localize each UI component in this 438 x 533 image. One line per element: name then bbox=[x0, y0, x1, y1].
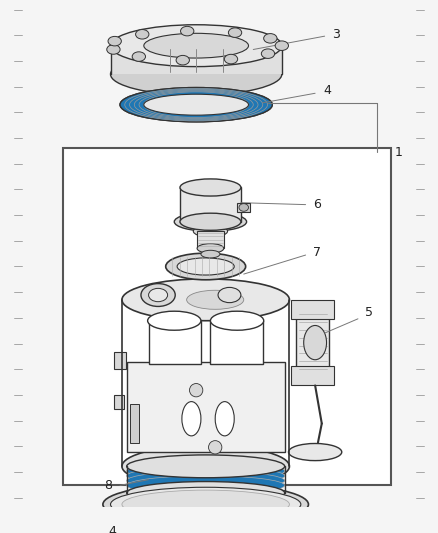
Ellipse shape bbox=[208, 441, 222, 454]
Ellipse shape bbox=[180, 26, 194, 36]
Ellipse shape bbox=[122, 279, 290, 321]
Ellipse shape bbox=[107, 45, 120, 54]
Ellipse shape bbox=[166, 253, 246, 280]
Ellipse shape bbox=[210, 311, 264, 330]
Bar bbox=[197, 231, 224, 248]
Ellipse shape bbox=[127, 457, 285, 476]
Ellipse shape bbox=[201, 251, 220, 258]
Ellipse shape bbox=[191, 518, 220, 533]
Ellipse shape bbox=[144, 94, 248, 115]
Bar bbox=[130, 405, 139, 442]
Bar bbox=[291, 300, 334, 319]
Ellipse shape bbox=[120, 87, 272, 122]
Ellipse shape bbox=[127, 481, 285, 504]
Text: 4: 4 bbox=[324, 84, 332, 97]
Ellipse shape bbox=[177, 258, 234, 275]
Ellipse shape bbox=[190, 384, 203, 397]
Bar bbox=[63, 148, 391, 486]
Ellipse shape bbox=[264, 34, 277, 43]
Ellipse shape bbox=[215, 401, 234, 436]
Bar bbox=[127, 362, 285, 452]
Ellipse shape bbox=[180, 179, 241, 196]
Ellipse shape bbox=[187, 290, 244, 309]
Text: 7: 7 bbox=[313, 246, 321, 259]
Ellipse shape bbox=[228, 28, 242, 37]
Ellipse shape bbox=[197, 244, 224, 253]
Ellipse shape bbox=[174, 212, 247, 231]
Ellipse shape bbox=[132, 52, 145, 61]
Bar bbox=[110, 46, 282, 74]
Ellipse shape bbox=[110, 487, 301, 521]
Ellipse shape bbox=[176, 55, 189, 65]
Ellipse shape bbox=[144, 33, 248, 58]
Ellipse shape bbox=[148, 288, 168, 302]
Bar bbox=[210, 321, 263, 364]
Ellipse shape bbox=[144, 92, 248, 118]
Ellipse shape bbox=[134, 90, 258, 119]
Ellipse shape bbox=[275, 41, 289, 51]
Ellipse shape bbox=[261, 49, 275, 59]
Text: 6: 6 bbox=[313, 198, 321, 211]
Ellipse shape bbox=[108, 36, 121, 46]
Ellipse shape bbox=[148, 311, 201, 330]
Ellipse shape bbox=[127, 476, 285, 495]
Text: 3: 3 bbox=[332, 28, 340, 41]
Bar bbox=[237, 203, 251, 212]
Ellipse shape bbox=[127, 462, 285, 481]
Ellipse shape bbox=[127, 466, 285, 486]
Bar bbox=[291, 366, 334, 385]
Ellipse shape bbox=[180, 213, 241, 230]
Ellipse shape bbox=[120, 87, 272, 122]
Text: 5: 5 bbox=[365, 305, 373, 319]
Ellipse shape bbox=[122, 490, 290, 519]
Ellipse shape bbox=[224, 54, 238, 64]
Bar bbox=[148, 321, 201, 364]
Ellipse shape bbox=[289, 443, 342, 461]
Ellipse shape bbox=[110, 25, 282, 67]
Ellipse shape bbox=[125, 88, 268, 121]
Ellipse shape bbox=[103, 483, 308, 526]
Ellipse shape bbox=[304, 326, 327, 360]
Ellipse shape bbox=[127, 455, 285, 478]
Ellipse shape bbox=[110, 53, 282, 95]
Text: 4: 4 bbox=[109, 524, 117, 533]
Ellipse shape bbox=[239, 204, 248, 211]
Bar bbox=[296, 309, 329, 376]
Ellipse shape bbox=[139, 91, 253, 118]
Ellipse shape bbox=[127, 471, 285, 490]
Text: 8: 8 bbox=[104, 479, 112, 492]
Ellipse shape bbox=[136, 29, 149, 39]
Bar bbox=[114, 395, 124, 409]
Ellipse shape bbox=[193, 225, 228, 237]
Ellipse shape bbox=[182, 401, 201, 436]
Ellipse shape bbox=[130, 89, 263, 120]
Bar bbox=[180, 188, 241, 222]
Ellipse shape bbox=[218, 287, 241, 303]
Ellipse shape bbox=[122, 446, 290, 487]
Text: 1: 1 bbox=[395, 146, 403, 159]
Bar bbox=[114, 352, 126, 369]
Ellipse shape bbox=[141, 284, 175, 306]
